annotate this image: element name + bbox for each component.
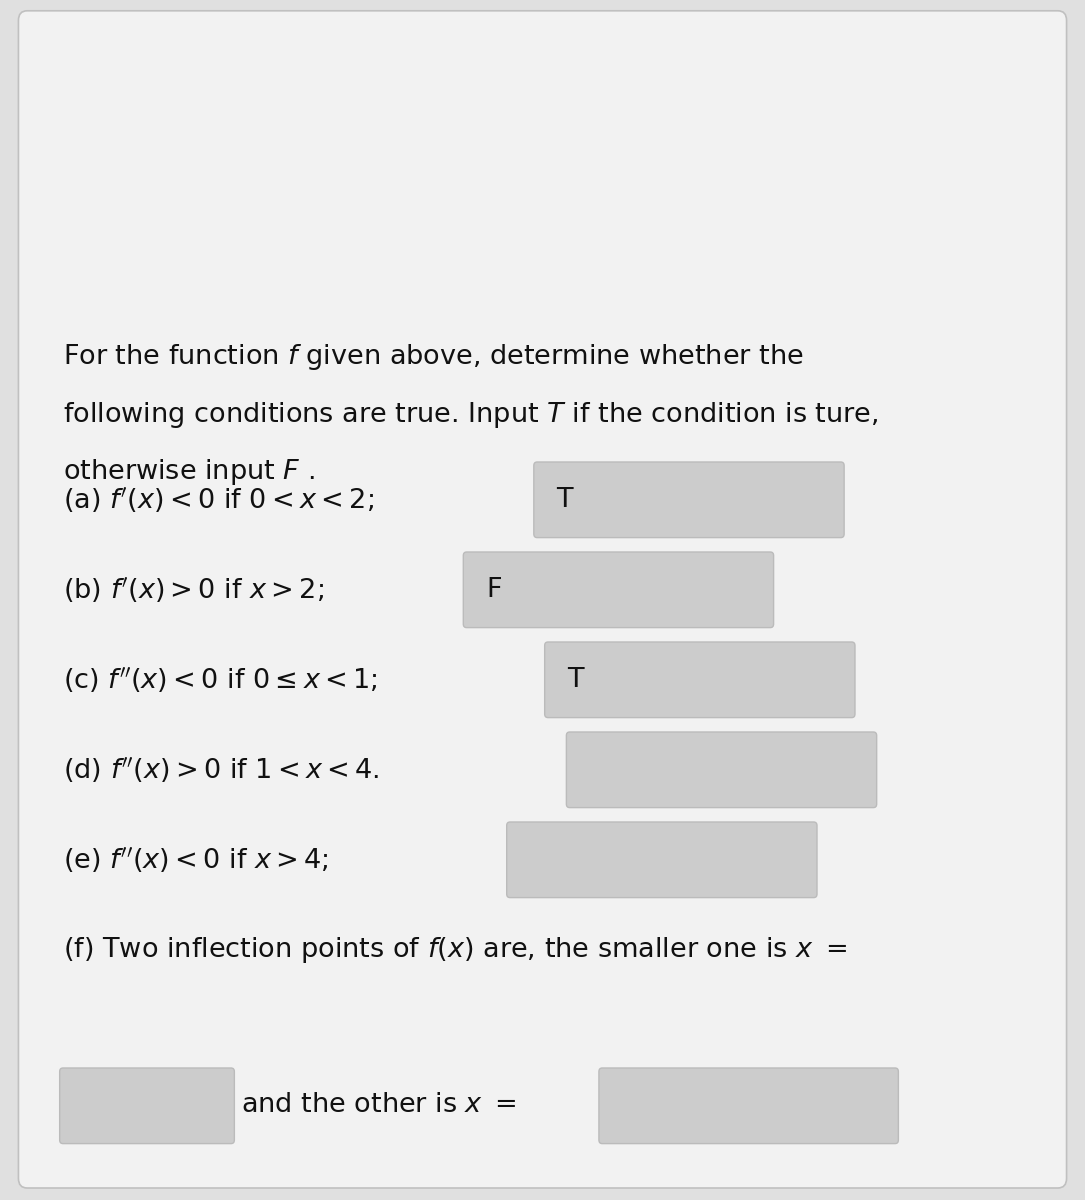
Text: T: T — [567, 667, 584, 692]
Text: following conditions are true. Input $T$ if the condition is ture,: following conditions are true. Input $T$… — [63, 400, 879, 430]
Text: 2: 2 — [137, 277, 141, 286]
Text: otherwise input $F$ .: otherwise input $F$ . — [63, 457, 315, 487]
Text: (f) Two inflection points of $f(x)$ are, the smaller one is $x$ $=$: (f) Two inflection points of $f(x)$ are,… — [63, 936, 847, 965]
Text: (a) $f'(x) < 0$ if $0 < x < 2$;: (a) $f'(x) < 0$ if $0 < x < 2$; — [63, 485, 374, 515]
Text: (d) $f''(x) > 0$ if $1 < x < 4$.: (d) $f''(x) > 0$ if $1 < x < 4$. — [63, 755, 380, 785]
Text: 4: 4 — [200, 277, 204, 286]
Text: F: F — [486, 577, 501, 602]
Text: (c) $f''(x) < 0$ if $0 \leq x < 1$;: (c) $f''(x) < 0$ if $0 \leq x < 1$; — [63, 665, 378, 695]
Text: (b) $f'(x) > 0$ if $x > 2$;: (b) $f'(x) > 0$ if $x > 2$; — [63, 575, 324, 605]
Text: 0: 0 — [64, 277, 68, 286]
Text: $y$: $y$ — [64, 96, 72, 107]
Text: For the function $f$ given above, determine whether the: For the function $f$ given above, determ… — [63, 342, 804, 372]
Text: $x$: $x$ — [283, 277, 291, 286]
Text: T: T — [557, 487, 573, 512]
Text: and the other is $x$ $=$: and the other is $x$ $=$ — [241, 1092, 516, 1118]
Text: (e) $f''(x) < 0$ if $x > 4$;: (e) $f''(x) < 0$ if $x > 4$; — [63, 845, 329, 875]
